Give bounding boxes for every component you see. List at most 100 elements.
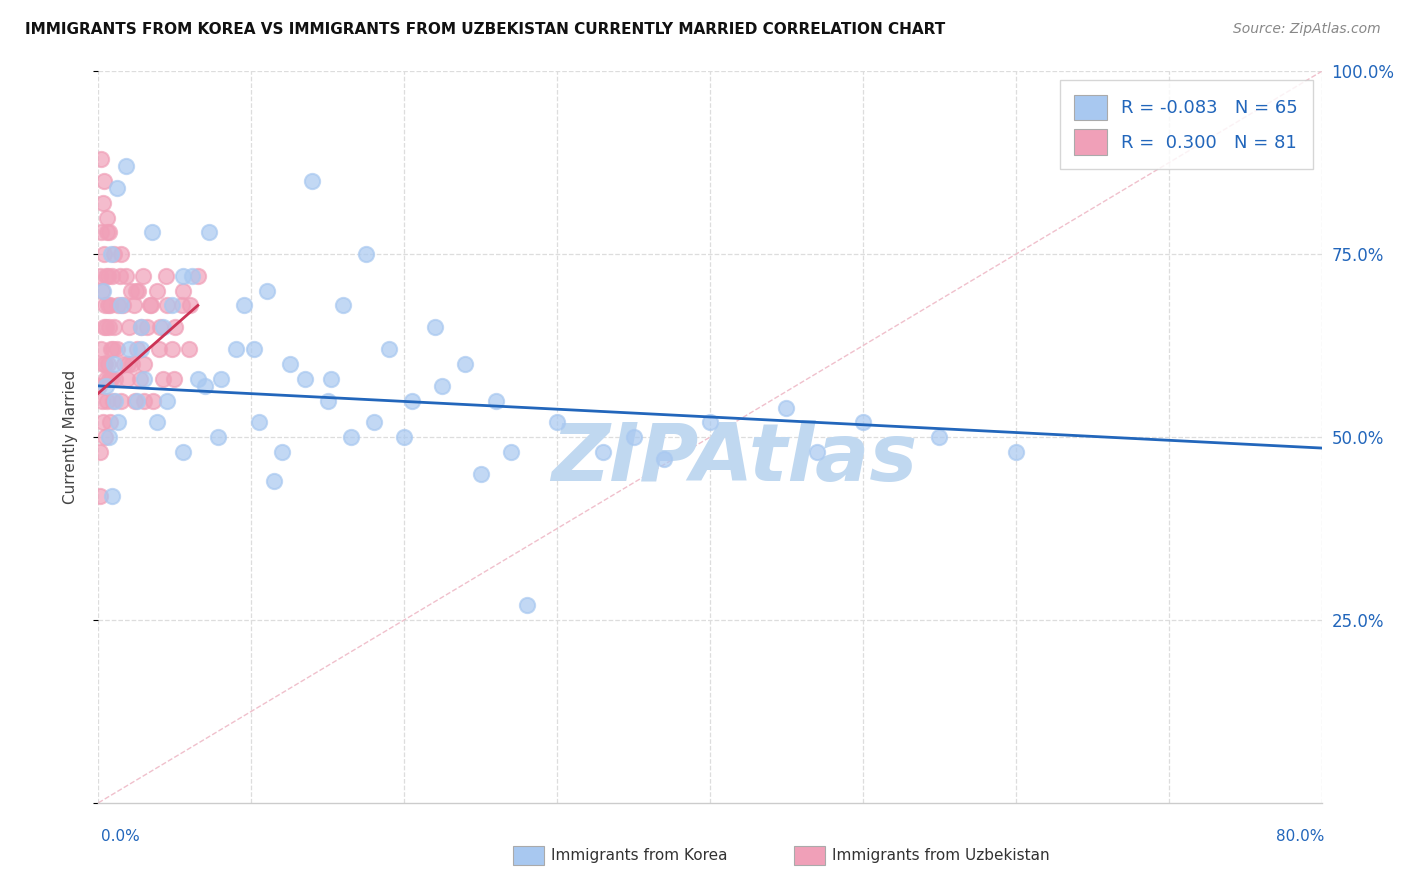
- Point: [115, 269, 138, 284]
- Point: [127, 284, 149, 298]
- Point: [546, 416, 568, 430]
- Point: [96, 393, 118, 408]
- Point: [378, 343, 401, 357]
- Point: [294, 371, 316, 385]
- Point: [209, 371, 232, 385]
- Point: [101, 343, 124, 357]
- Point: [142, 393, 165, 408]
- Point: [152, 371, 174, 385]
- Point: [332, 298, 354, 312]
- Point: [423, 320, 446, 334]
- Point: [93, 247, 115, 261]
- Point: [270, 444, 294, 458]
- Point: [187, 269, 209, 284]
- Point: [93, 430, 115, 444]
- Point: [401, 393, 423, 408]
- Point: [121, 357, 143, 371]
- Point: [301, 174, 323, 188]
- Text: IMMIGRANTS FROM KOREA VS IMMIGRANTS FROM UZBEKISTAN CURRENTLY MARRIED CORRELATIO: IMMIGRANTS FROM KOREA VS IMMIGRANTS FROM…: [25, 22, 946, 37]
- Point: [339, 430, 361, 444]
- Point: [163, 371, 186, 385]
- Point: [232, 298, 254, 312]
- Point: [134, 371, 156, 385]
- Point: [129, 320, 152, 334]
- Point: [122, 298, 145, 312]
- Point: [107, 298, 129, 312]
- Point: [197, 225, 219, 239]
- Point: [155, 269, 177, 284]
- Point: [454, 357, 477, 371]
- Point: [90, 152, 112, 166]
- Point: [104, 393, 127, 408]
- Point: [652, 452, 675, 467]
- Text: 0.0%: 0.0%: [101, 830, 141, 844]
- Text: ZIPAtlas: ZIPAtlas: [551, 420, 918, 498]
- Point: [108, 269, 131, 284]
- Point: [699, 416, 721, 430]
- Point: [136, 320, 159, 334]
- Point: [125, 343, 148, 357]
- Point: [263, 474, 285, 488]
- Point: [94, 298, 117, 312]
- Point: [806, 444, 828, 458]
- Point: [470, 467, 492, 481]
- Point: [163, 320, 186, 334]
- Point: [94, 357, 117, 371]
- Point: [775, 401, 797, 415]
- Point: [278, 357, 301, 371]
- Point: [152, 320, 174, 334]
- Point: [97, 269, 120, 284]
- Text: 80.0%: 80.0%: [1277, 830, 1324, 844]
- Point: [256, 284, 278, 298]
- Point: [623, 430, 645, 444]
- Point: [392, 430, 416, 444]
- Point: [90, 343, 112, 357]
- Point: [94, 379, 117, 393]
- Text: Immigrants from Korea: Immigrants from Korea: [551, 848, 728, 863]
- Point: [103, 357, 125, 371]
- Point: [91, 284, 114, 298]
- Point: [139, 298, 162, 312]
- Point: [160, 298, 183, 312]
- Point: [104, 371, 127, 385]
- Point: [115, 160, 138, 174]
- Point: [111, 298, 134, 312]
- Point: [316, 393, 339, 408]
- Point: [117, 371, 139, 385]
- Point: [129, 343, 152, 357]
- Point: [145, 284, 167, 298]
- Point: [97, 371, 120, 385]
- Y-axis label: Currently Married: Currently Married: [63, 370, 77, 504]
- Point: [100, 343, 122, 357]
- Point: [852, 416, 875, 430]
- Point: [91, 284, 114, 298]
- Point: [101, 489, 124, 503]
- Point: [94, 269, 117, 284]
- Point: [180, 269, 202, 284]
- Point: [156, 298, 179, 312]
- Point: [96, 211, 118, 225]
- Point: [501, 444, 523, 458]
- Point: [179, 298, 201, 312]
- Point: [89, 444, 111, 458]
- Point: [89, 379, 111, 393]
- Point: [98, 320, 121, 334]
- Text: Immigrants from Uzbekistan: Immigrants from Uzbekistan: [832, 848, 1050, 863]
- Point: [247, 416, 270, 430]
- Point: [129, 320, 152, 334]
- Point: [516, 599, 538, 613]
- Point: [145, 416, 167, 430]
- Point: [432, 379, 454, 393]
- Point: [160, 343, 183, 357]
- Point: [117, 357, 139, 371]
- Point: [98, 225, 121, 239]
- Point: [156, 393, 179, 408]
- Point: [93, 174, 115, 188]
- Point: [132, 393, 155, 408]
- Point: [1004, 444, 1026, 458]
- Point: [243, 343, 266, 357]
- Point: [354, 247, 377, 261]
- Point: [187, 371, 209, 385]
- Point: [101, 269, 124, 284]
- Point: [105, 343, 128, 357]
